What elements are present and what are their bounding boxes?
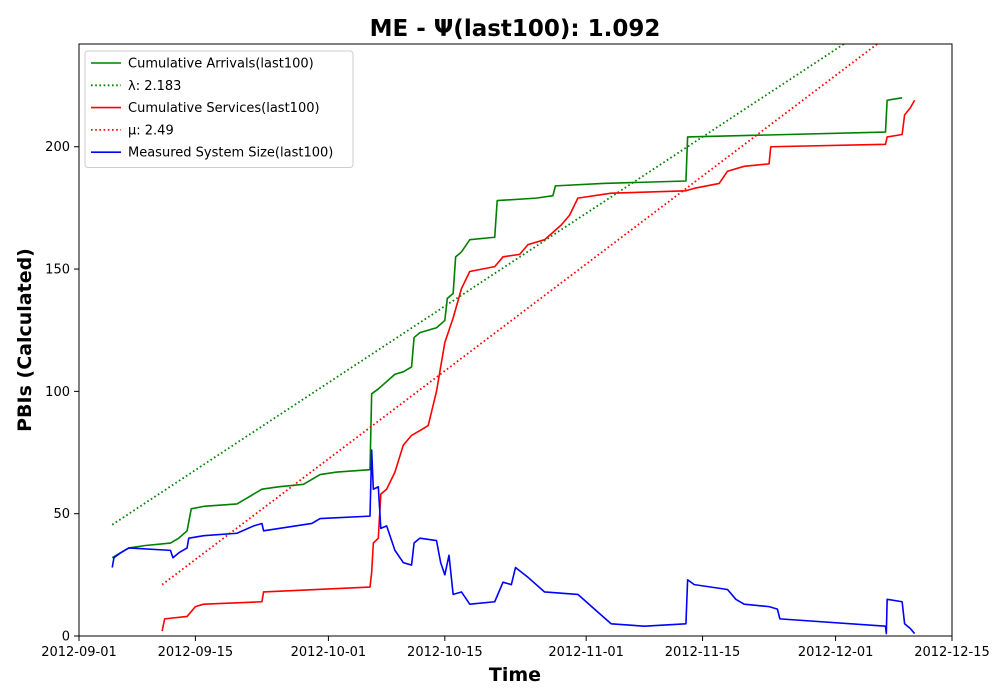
x-axis: 2012-09-01 2012-09-15 2012-10-01 2012-10-15…	[41, 636, 990, 660]
y-axis-label: PBIs (Calculated)	[14, 248, 36, 432]
x-tick-label: 2012-12-01	[798, 645, 874, 660]
y-tick-label: 50	[53, 507, 70, 522]
y-tick-label: 200	[45, 140, 70, 155]
legend-label: Measured System Size(last100)	[128, 146, 333, 161]
legend: Cumulative Arrivals(last100) λ: 2.183 Cumu…	[84, 50, 354, 168]
series-line-3	[161, 99, 916, 632]
plot-area	[111, 44, 916, 635]
legend-box	[84, 50, 354, 168]
series-line-5	[111, 449, 916, 635]
series-line-1	[111, 97, 903, 559]
y-tick-label: 150	[45, 263, 70, 278]
x-tick-label: 2012-10-15	[407, 645, 483, 660]
x-tick-label: 2012-11-15	[665, 645, 741, 660]
legend-label: λ: 2.183	[128, 79, 181, 94]
series-line-2	[111, 44, 845, 526]
x-tick-label: 2012-09-15	[158, 645, 234, 660]
y-axis: 0 50 100 150 200	[45, 140, 79, 645]
x-tick-label: 2012-09-01	[41, 645, 117, 660]
x-tick-label: 2012-12-15	[914, 645, 990, 660]
x-tick-label: 2012-11-01	[548, 645, 624, 660]
legend-label: Cumulative Services(last100)	[128, 101, 320, 116]
y-tick-label: 100	[45, 385, 70, 400]
chart-title: ME - Ψ(last100): 1.092	[370, 16, 661, 42]
plot-frame	[78, 43, 953, 637]
x-tick-label: 2012-10-01	[291, 645, 367, 660]
x-axis-label: Time	[489, 664, 541, 686]
legend-label: Cumulative Arrivals(last100)	[128, 57, 314, 72]
y-tick-label: 0	[62, 630, 70, 645]
legend-label: μ: 2.49	[128, 123, 174, 138]
